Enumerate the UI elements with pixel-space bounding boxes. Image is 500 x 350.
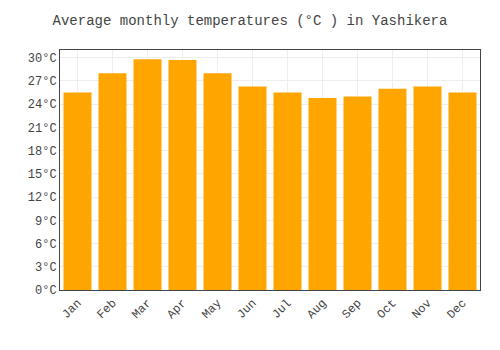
svg-text:Mar: Mar (129, 297, 154, 322)
svg-text:Sep: Sep (339, 297, 364, 322)
svg-text:3°C: 3°C (35, 261, 57, 275)
svg-text:Dec: Dec (444, 297, 469, 322)
svg-text:Feb: Feb (94, 297, 119, 322)
svg-text:Aug: Aug (304, 297, 329, 322)
svg-text:9°C: 9°C (35, 215, 57, 229)
svg-text:15°C: 15°C (28, 168, 57, 182)
svg-text:Average monthly temperatures (: Average monthly temperatures (°C ) in Ya… (53, 13, 448, 29)
svg-text:18°C: 18°C (28, 145, 57, 159)
svg-text:12°C: 12°C (28, 191, 57, 205)
svg-text:0°C: 0°C (35, 284, 57, 298)
svg-text:Jul: Jul (269, 297, 294, 322)
svg-text:Jun: Jun (234, 297, 259, 322)
svg-text:Oct: Oct (374, 297, 399, 322)
svg-text:Jan: Jan (59, 297, 84, 322)
svg-text:Nov: Nov (409, 297, 434, 322)
svg-text:6°C: 6°C (35, 238, 57, 252)
svg-text:Apr: Apr (164, 297, 189, 322)
svg-text:May: May (199, 297, 224, 322)
svg-text:21°C: 21°C (28, 122, 57, 136)
svg-text:24°C: 24°C (28, 98, 57, 112)
svg-text:30°C: 30°C (28, 52, 57, 66)
svg-text:27°C: 27°C (28, 75, 57, 89)
